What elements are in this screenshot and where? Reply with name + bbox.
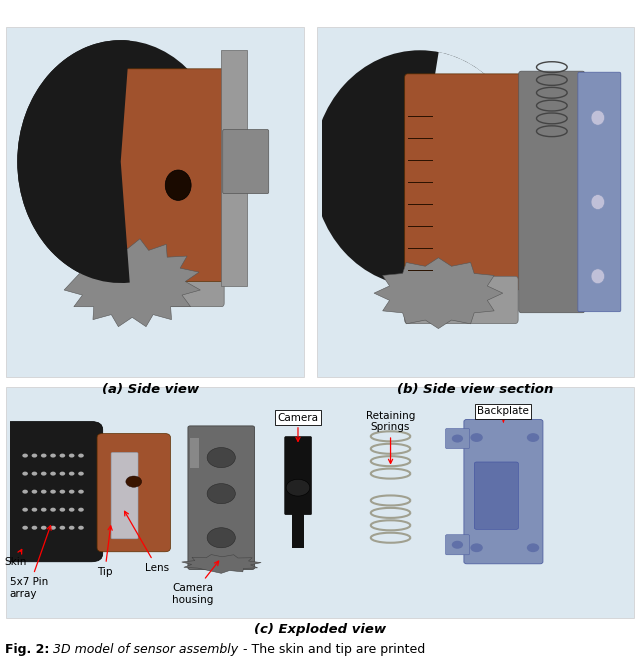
- Circle shape: [50, 472, 56, 476]
- Circle shape: [50, 508, 56, 512]
- Circle shape: [50, 526, 56, 530]
- Circle shape: [50, 454, 56, 458]
- Circle shape: [78, 508, 84, 512]
- Circle shape: [31, 526, 37, 530]
- FancyBboxPatch shape: [445, 534, 470, 554]
- Circle shape: [41, 526, 47, 530]
- FancyBboxPatch shape: [578, 72, 621, 312]
- Circle shape: [60, 526, 65, 530]
- Circle shape: [591, 110, 605, 125]
- FancyBboxPatch shape: [6, 387, 634, 618]
- Circle shape: [207, 528, 236, 548]
- Circle shape: [591, 269, 605, 284]
- FancyBboxPatch shape: [404, 74, 527, 290]
- FancyBboxPatch shape: [464, 420, 543, 564]
- Circle shape: [78, 526, 84, 530]
- Circle shape: [452, 541, 463, 549]
- Circle shape: [17, 40, 224, 283]
- Text: Backplate: Backplate: [477, 407, 529, 422]
- Circle shape: [60, 508, 65, 512]
- Circle shape: [69, 454, 74, 458]
- Circle shape: [207, 448, 236, 468]
- Circle shape: [69, 472, 74, 476]
- Circle shape: [41, 508, 47, 512]
- Text: (a) Side view: (a) Side view: [102, 383, 199, 395]
- Circle shape: [470, 433, 483, 442]
- Circle shape: [31, 454, 37, 458]
- Text: Camera
housing: Camera housing: [172, 561, 219, 605]
- Text: Lens: Lens: [125, 511, 169, 572]
- FancyBboxPatch shape: [474, 462, 518, 529]
- Circle shape: [69, 526, 74, 530]
- Circle shape: [31, 472, 37, 476]
- Circle shape: [126, 476, 141, 487]
- Circle shape: [69, 490, 74, 494]
- Bar: [190, 438, 198, 468]
- FancyBboxPatch shape: [1, 422, 102, 562]
- Circle shape: [286, 479, 310, 496]
- Text: (b) Side view section: (b) Side view section: [397, 383, 553, 395]
- Circle shape: [78, 454, 84, 458]
- FancyBboxPatch shape: [97, 434, 170, 552]
- Circle shape: [591, 194, 605, 210]
- Circle shape: [527, 543, 540, 552]
- Circle shape: [22, 454, 28, 458]
- Circle shape: [41, 490, 47, 494]
- Text: - The skin and tip are printed: - The skin and tip are printed: [239, 643, 425, 656]
- Circle shape: [22, 490, 28, 494]
- FancyBboxPatch shape: [404, 277, 518, 323]
- Circle shape: [78, 472, 84, 476]
- Circle shape: [22, 508, 28, 512]
- Wedge shape: [420, 52, 527, 285]
- Text: Skin: Skin: [4, 550, 26, 566]
- Circle shape: [165, 170, 191, 200]
- Circle shape: [470, 543, 483, 552]
- Text: Camera: Camera: [278, 413, 319, 442]
- FancyBboxPatch shape: [285, 437, 312, 514]
- Circle shape: [207, 484, 236, 504]
- Circle shape: [22, 526, 28, 530]
- Circle shape: [22, 472, 28, 476]
- Text: Tip: Tip: [97, 526, 113, 576]
- FancyBboxPatch shape: [221, 50, 247, 287]
- Circle shape: [313, 50, 527, 287]
- FancyBboxPatch shape: [6, 27, 304, 377]
- Circle shape: [60, 472, 65, 476]
- Circle shape: [78, 490, 84, 494]
- FancyBboxPatch shape: [317, 27, 634, 377]
- Text: (c) Exploded view: (c) Exploded view: [254, 623, 386, 636]
- Circle shape: [527, 433, 540, 442]
- FancyBboxPatch shape: [108, 69, 231, 281]
- Circle shape: [31, 490, 37, 494]
- Circle shape: [31, 508, 37, 512]
- Circle shape: [41, 454, 47, 458]
- Circle shape: [452, 435, 463, 443]
- FancyBboxPatch shape: [519, 71, 585, 313]
- Circle shape: [50, 490, 56, 494]
- Wedge shape: [17, 40, 130, 283]
- Text: 3D model of sensor assembly: 3D model of sensor assembly: [49, 643, 239, 656]
- FancyBboxPatch shape: [188, 426, 255, 569]
- Text: 5x7 Pin
array: 5x7 Pin array: [10, 526, 51, 599]
- Text: Fig. 2:: Fig. 2:: [5, 643, 49, 656]
- Polygon shape: [374, 258, 503, 329]
- FancyBboxPatch shape: [445, 429, 470, 449]
- Circle shape: [69, 508, 74, 512]
- Polygon shape: [182, 554, 261, 573]
- FancyBboxPatch shape: [223, 130, 269, 194]
- FancyBboxPatch shape: [109, 263, 224, 307]
- Circle shape: [60, 454, 65, 458]
- FancyBboxPatch shape: [111, 453, 138, 538]
- Circle shape: [41, 472, 47, 476]
- Text: Retaining
Springs: Retaining Springs: [366, 411, 415, 464]
- Bar: [292, 510, 304, 548]
- Circle shape: [60, 490, 65, 494]
- Polygon shape: [64, 238, 200, 327]
